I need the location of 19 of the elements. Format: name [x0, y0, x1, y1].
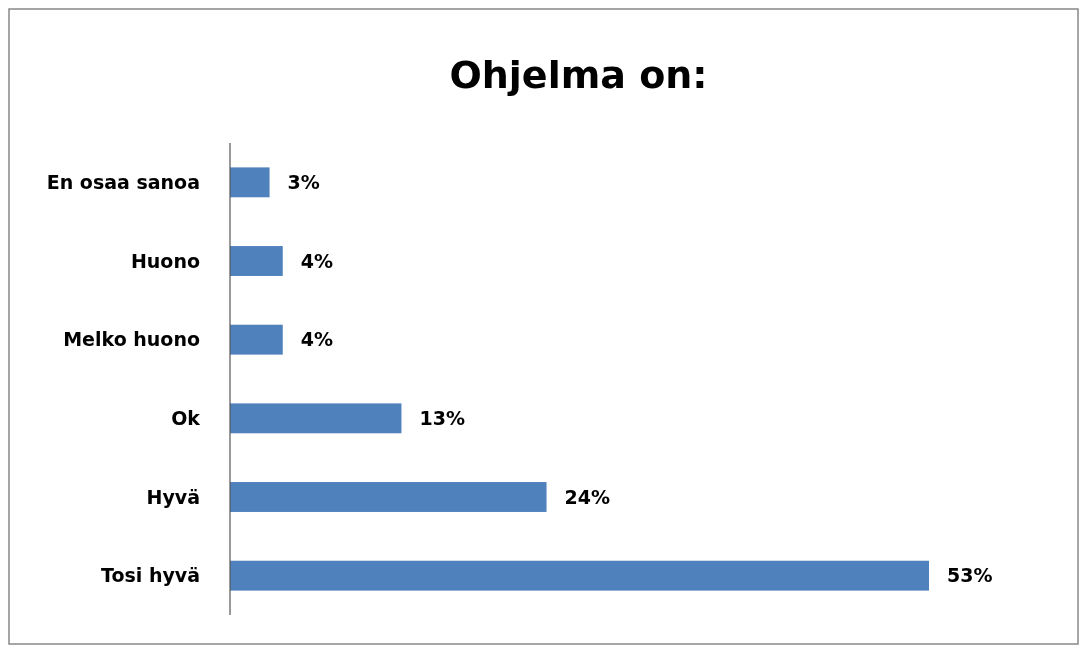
bar: [230, 482, 547, 512]
chart-title: Ohjelma on:: [449, 53, 708, 97]
y-tick-label: Tosi hyvä: [100, 564, 200, 587]
data-label: 4%: [300, 249, 334, 272]
bar: [230, 403, 402, 434]
bar: [230, 560, 929, 591]
data-label: 13%: [419, 406, 465, 429]
data-label: 53%: [947, 564, 993, 587]
data-label: 24%: [564, 485, 611, 508]
bar: [230, 167, 270, 198]
y-tick-label: Hyvä: [146, 485, 200, 508]
data-label: 3%: [287, 170, 320, 193]
bar: [230, 324, 283, 355]
y-tick-label: Melko huono: [63, 328, 200, 351]
y-tick-label: En osaa sanoa: [46, 170, 200, 193]
bar: [230, 246, 283, 276]
data-label: 4%: [300, 328, 334, 351]
y-tick-label: Huono: [130, 249, 200, 272]
y-tick-label: Ok: [171, 406, 201, 429]
